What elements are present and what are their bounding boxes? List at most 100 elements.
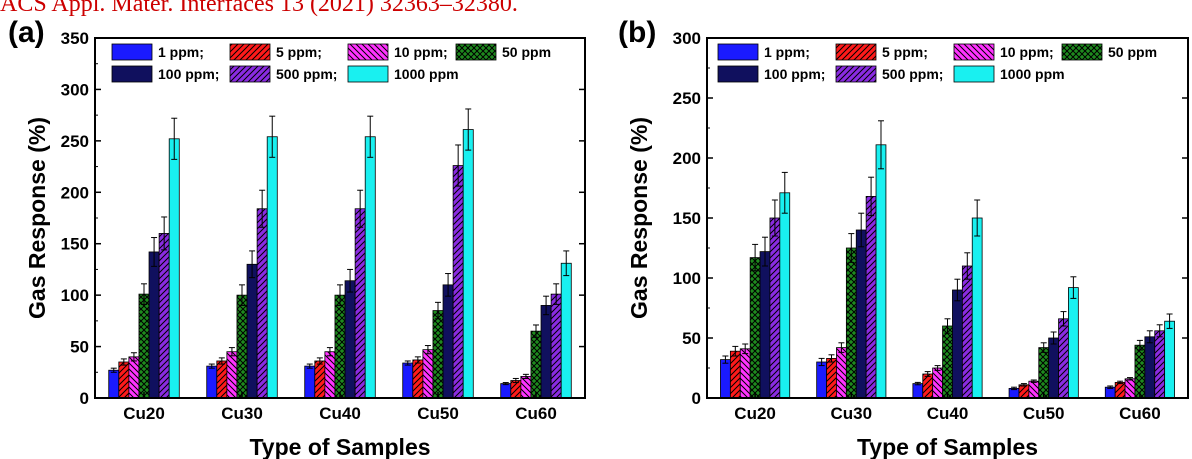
y-tick-label: 300 [673,29,701,48]
legend-swatch [835,43,877,61]
bar-cu60-1000ppm [1164,320,1175,399]
bar-cu50-1ppm [402,362,414,399]
bar-cu40-500ppm [354,208,366,399]
plot-frame [94,37,586,399]
legend-swatch [229,65,271,83]
legend-swatch [1061,43,1103,61]
bar-cu30-50ppm [845,247,857,399]
legend-label: 500 ppm; [276,66,337,82]
bar-cu20-1ppm [108,369,120,399]
legend-label: 1000 ppm [1000,66,1065,82]
y-tick-label: 150 [61,235,89,254]
x-tick-label: Cu20 [734,404,776,423]
bar-cu20-1ppm [720,359,731,399]
bar-cu60-50ppm [530,330,542,399]
legend-swatch [455,43,497,61]
y-tick-label: 0 [80,389,89,408]
bar-cu60-10ppm [520,375,532,399]
x-tick-label: Cu40 [927,404,969,423]
bar-cu20-5ppm [729,350,741,399]
legend-swatch [347,43,389,61]
legend-swatch [953,43,995,61]
bar-cu30-1ppm [206,365,218,399]
legend-swatch [717,65,759,83]
bar-cu50-50ppm [1038,347,1050,399]
citation-text: ACS Appl. Mater. Interfaces 13 (2021) 32… [0,0,518,17]
bar-cu40-10ppm [932,367,943,399]
y-tick-label: 0 [692,389,701,408]
x-tick-label: Cu20 [123,404,165,423]
x-tick-label: Cu60 [1119,404,1161,423]
legend-label: 5 ppm; [882,44,928,60]
bar-cu60-5ppm [1114,381,1126,399]
legend-label: 1 ppm; [764,44,810,60]
bar-cu30-10ppm [226,351,238,399]
bar-cu20-100ppm [148,251,160,399]
plot-frame [706,37,1189,399]
bar-cu40-50ppm [942,325,953,399]
bar-cu30-500ppm [865,195,877,399]
legend-swatch [347,65,389,83]
bar-cu50-1000ppm [462,129,474,399]
bar-cu50-100ppm [1048,337,1059,399]
bar-cu40-1000ppm [971,217,983,399]
legend-label: 1 ppm; [158,44,204,60]
x-tick-label: Cu50 [417,404,459,423]
bar-cu60-1ppm [500,383,512,399]
panel-label: (a) [8,16,45,49]
legend-label: 100 ppm; [764,66,825,82]
bar-cu50-1000ppm [1068,287,1079,399]
gas-response-chart-b: (b) Gas Response (%) Type of Samples 0 50 100… [618,16,1189,459]
bar-cu30-5ppm [216,360,228,399]
y-tick-label: 300 [61,80,89,99]
x-tick-label: Cu60 [515,404,557,423]
bar-cu20-1000ppm [168,138,180,399]
bar-cu60-100ppm [1144,336,1156,399]
y-tick-label: 150 [673,209,701,228]
legend-swatch [717,43,759,61]
gas-response-chart-a: (a) Gas Response (%) Type of Samples 0 50 100… [8,16,586,459]
legend-label: 500 ppm; [882,66,943,82]
legend-swatch [111,43,153,61]
bar-cu20-50ppm [138,293,150,399]
bar-cu40-10ppm [324,351,336,399]
bar-cu30-50ppm [236,294,248,399]
bar-cu30-1000ppm [266,136,278,399]
y-tick-label: 350 [61,29,89,48]
bar-cu40-1000ppm [364,136,376,399]
y-tick-label: 100 [61,286,89,305]
bar-cu60-100ppm [540,305,552,399]
bar-cu50-500ppm [452,165,464,399]
bar-cu50-50ppm [432,310,444,399]
bar-cu20-500ppm [769,217,781,399]
bar-cu30-500ppm [256,208,268,399]
y-tick-label: 50 [70,338,89,357]
bar-cu20-500ppm [158,233,170,399]
legend-label: 50 ppm [502,44,551,60]
bar-cu50-10ppm [1028,380,1040,399]
legend-label: 100 ppm; [158,66,219,82]
legend-swatch [953,65,995,83]
bar-cu50-5ppm [1018,384,1030,399]
x-tick-label: Cu40 [319,404,361,423]
bar-cu30-10ppm [836,347,847,399]
bar-cu50-100ppm [442,284,454,399]
y-tick-label: 250 [673,89,701,108]
bar-cu30-5ppm [826,357,837,399]
y-tick-label: 50 [682,329,701,348]
bar-cu40-100ppm [952,289,963,399]
bar-cu40-5ppm [314,360,326,399]
bar-cu60-5ppm [510,380,522,399]
legend-label: 5 ppm; [276,44,322,60]
bar-cu60-500ppm [550,293,562,399]
bar-cu30-1ppm [816,361,827,399]
bar-cu60-10ppm [1124,378,1136,399]
legend-swatch [111,65,153,83]
bar-cu30-100ppm [246,263,258,399]
bar-cu50-5ppm [412,359,424,399]
legend-swatch [229,43,271,61]
x-axis-title: Type of Samples [249,434,430,459]
bar-cu20-50ppm [749,257,761,399]
panel-label: (b) [618,16,656,49]
x-tick-label: Cu50 [1023,404,1065,423]
